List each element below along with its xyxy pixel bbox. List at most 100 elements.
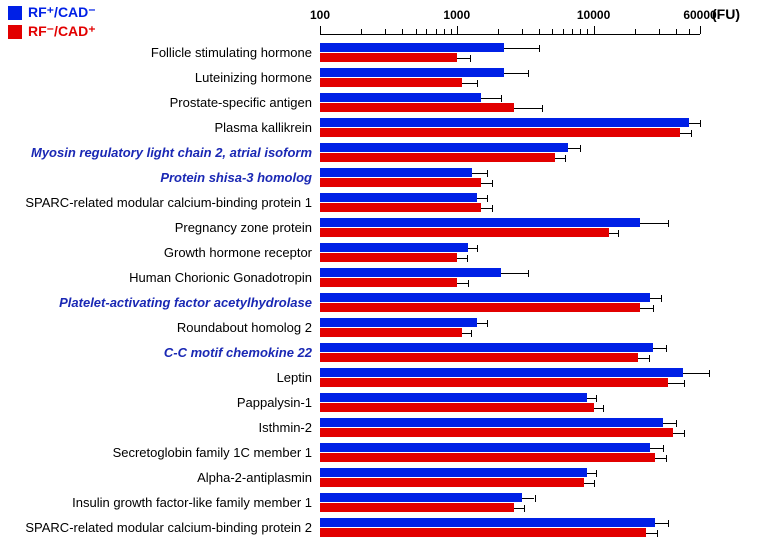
chart-row: Secretoglobin family 1C member 1 [320, 440, 700, 465]
error-cap [596, 395, 597, 402]
axis-minor-tick [426, 29, 427, 34]
axis-minor-tick [580, 29, 581, 34]
bar-group1 [320, 68, 504, 77]
error-bar [504, 73, 528, 74]
axis-minor-tick [539, 29, 540, 34]
axis-minor-tick [689, 29, 690, 34]
bar-group1 [320, 168, 472, 177]
error-cap [649, 355, 650, 362]
error-bar [680, 133, 691, 134]
bar-group2 [320, 153, 555, 162]
bar-chart: RF⁺/CAD⁻ RF⁻/CAD⁺ (FU) 10010001000060000… [0, 0, 767, 553]
bar-group2 [320, 378, 668, 387]
bar-group2 [320, 53, 457, 62]
bar-group1 [320, 268, 501, 277]
chart-row: Platelet-activating factor acetylhydrola… [320, 290, 700, 315]
bar-group1 [320, 418, 663, 427]
axis-minor-tick [563, 29, 564, 34]
category-label: Roundabout homolog 2 [177, 321, 312, 334]
error-cap [684, 430, 685, 437]
chart-row: Growth hormone receptor [320, 240, 700, 265]
axis-minor-tick [444, 29, 445, 34]
axis-minor-tick [635, 29, 636, 34]
legend: RF⁺/CAD⁻ RF⁻/CAD⁺ [8, 4, 96, 42]
bar-group1 [320, 143, 568, 152]
error-cap [691, 130, 692, 137]
error-bar [594, 408, 604, 409]
axis-tick-label: 100 [310, 8, 330, 22]
error-bar [481, 183, 492, 184]
category-label: Human Chorionic Gonadotropin [129, 271, 312, 284]
category-label: Pappalysin-1 [237, 396, 312, 409]
chart-row: C-C motif chemokine 22 [320, 340, 700, 365]
axis-minor-tick [361, 29, 362, 34]
error-cap [618, 230, 619, 237]
error-cap [676, 420, 677, 427]
legend-item-group2: RF⁻/CAD⁺ [8, 23, 96, 40]
error-bar [501, 273, 528, 274]
error-bar [477, 323, 487, 324]
bar-group2 [320, 403, 594, 412]
error-cap [709, 370, 710, 377]
axis-tick-label: 10000 [577, 8, 610, 22]
bar-group1 [320, 468, 587, 477]
chart-row: Protein shisa-3 homolog [320, 165, 700, 190]
error-bar [468, 248, 477, 249]
error-cap [487, 170, 488, 177]
category-label: Alpha-2-antiplasmin [197, 471, 312, 484]
error-bar [640, 223, 668, 224]
chart-row: Pregnancy zone protein [320, 215, 700, 240]
error-cap [596, 470, 597, 477]
error-bar [638, 358, 650, 359]
chart-row: Roundabout homolog 2 [320, 315, 700, 340]
category-label: C-C motif chemokine 22 [164, 346, 312, 359]
bar-group2 [320, 478, 584, 487]
error-cap [565, 155, 566, 162]
plot-area: Follicle stimulating hormoneLuteinizing … [320, 40, 700, 540]
chart-row: SPARC-related modular calcium-binding pr… [320, 190, 700, 215]
error-cap [668, 220, 669, 227]
error-cap [653, 305, 654, 312]
category-label: Plasma kallikrein [214, 121, 312, 134]
error-cap [594, 480, 595, 487]
error-bar [609, 233, 618, 234]
bar-group1 [320, 343, 653, 352]
error-bar [663, 423, 676, 424]
error-cap [663, 445, 664, 452]
category-label: Leptin [277, 371, 312, 384]
axis-minor-tick [385, 29, 386, 34]
axis-tick-label: 60000 [683, 8, 716, 22]
axis-minor-tick [552, 29, 553, 34]
error-bar [650, 298, 660, 299]
axis-tick [594, 26, 595, 34]
error-bar [653, 348, 667, 349]
bar-group1 [320, 518, 655, 527]
axis-minor-tick [451, 29, 452, 34]
bar-group1 [320, 393, 587, 402]
error-bar [568, 148, 580, 149]
category-label: Growth hormone receptor [164, 246, 312, 259]
bar-group1 [320, 443, 650, 452]
error-bar [673, 433, 684, 434]
bar-group1 [320, 193, 477, 202]
error-bar [587, 473, 596, 474]
category-label: Pregnancy zone protein [175, 221, 312, 234]
bar-group2 [320, 503, 514, 512]
bar-group2 [320, 78, 462, 87]
error-cap [501, 95, 502, 102]
legend-label-group1: RF⁺/CAD⁻ [28, 4, 96, 21]
bar-group2 [320, 303, 640, 312]
error-cap [535, 495, 536, 502]
error-cap [666, 455, 667, 462]
error-cap [492, 205, 493, 212]
bar-group2 [320, 453, 655, 462]
error-bar [472, 173, 486, 174]
error-cap [524, 505, 525, 512]
error-cap [467, 255, 468, 262]
chart-row: Luteinizing hormone [320, 65, 700, 90]
error-bar [457, 58, 470, 59]
bar-group1 [320, 218, 640, 227]
axis-minor-tick [700, 29, 701, 34]
bar-group2 [320, 253, 457, 262]
error-bar [555, 158, 565, 159]
